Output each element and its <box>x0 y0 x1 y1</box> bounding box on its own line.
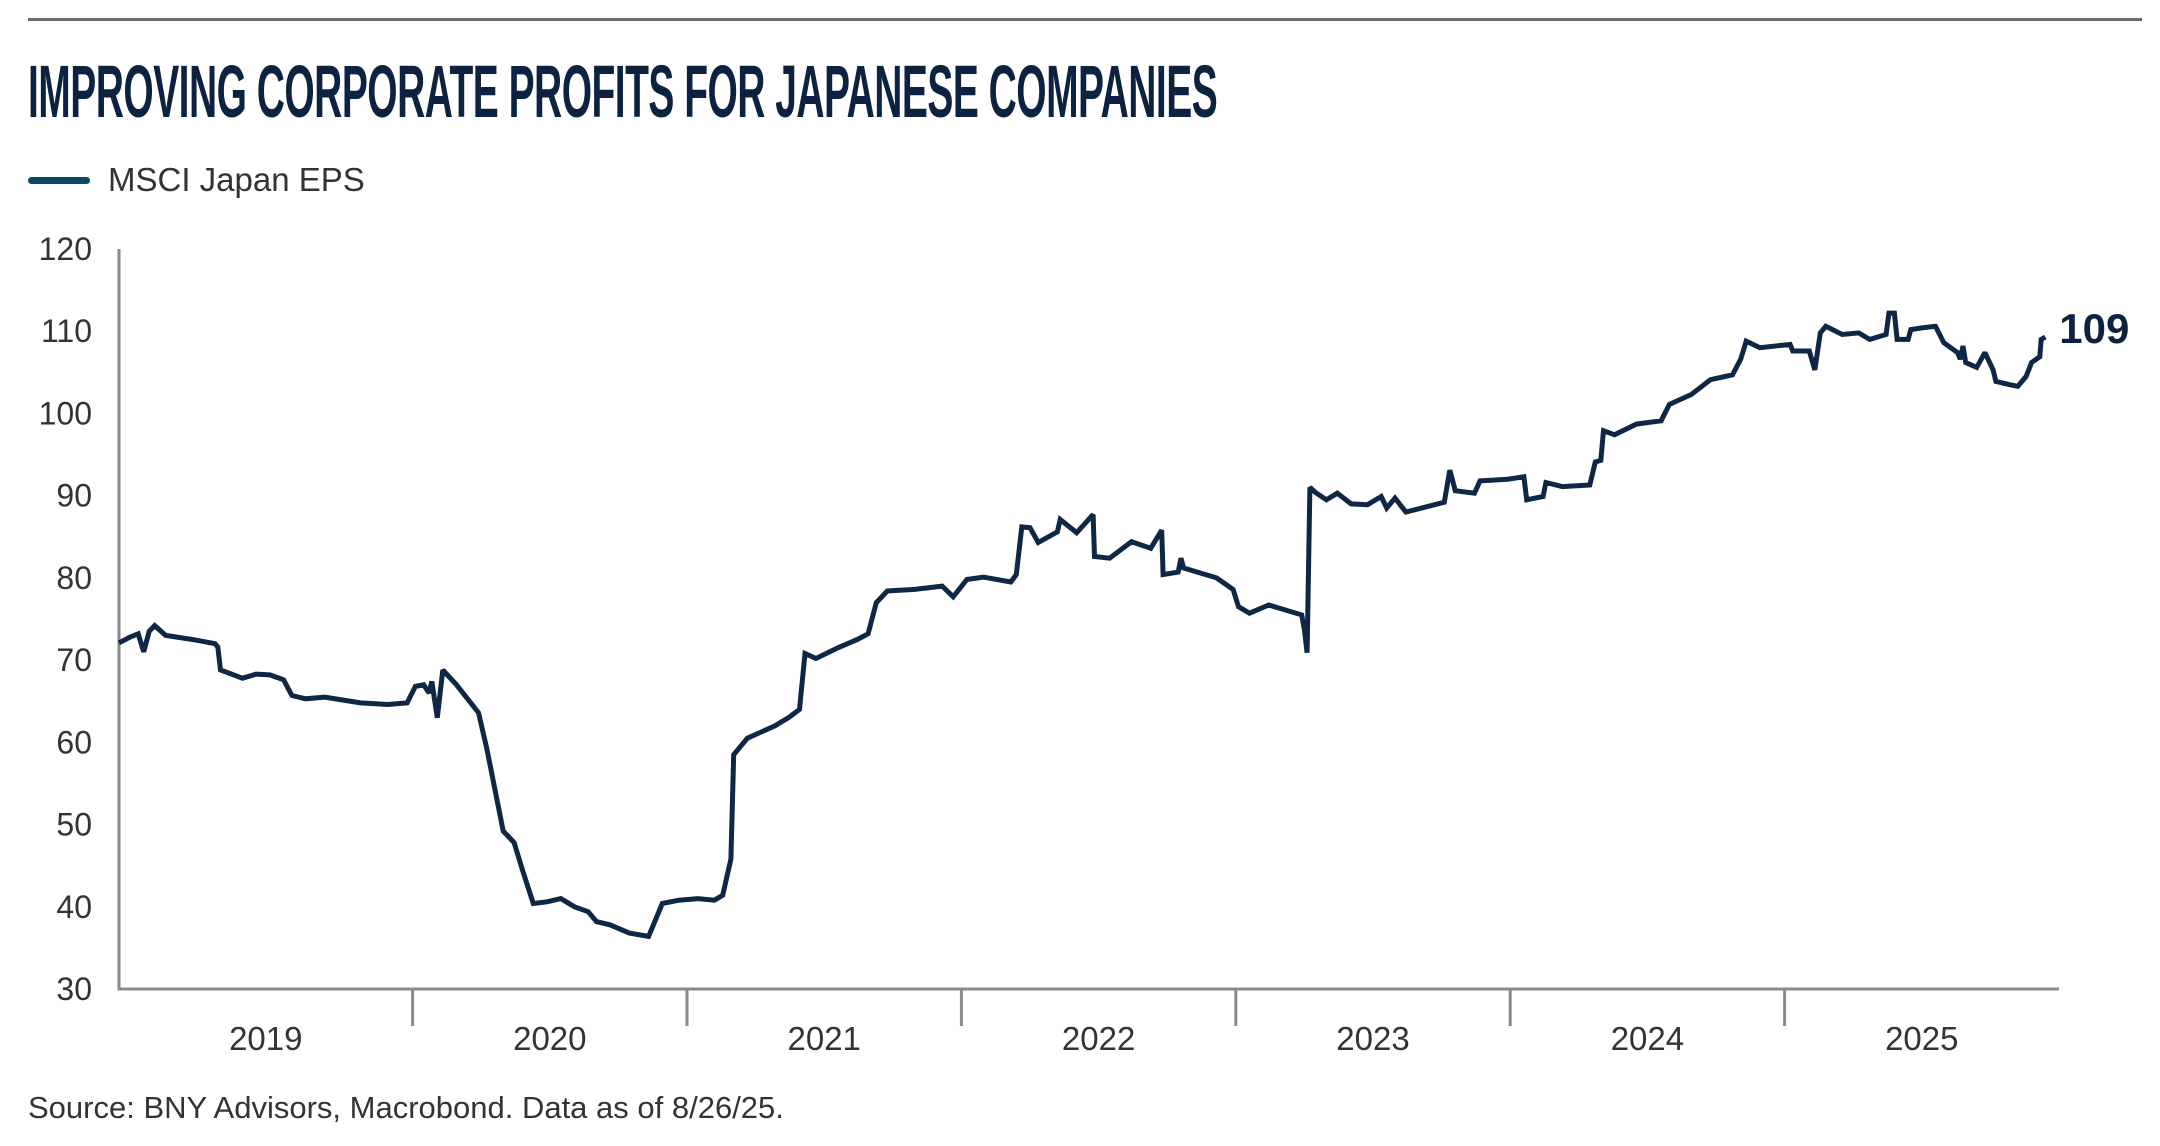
x-tick-label: 2019 <box>229 1020 302 1057</box>
y-tick-label: 110 <box>41 313 92 349</box>
x-tick-label: 2020 <box>513 1020 586 1057</box>
chart-title-container: IMPROVING CORPORATE PROFITS FOR JAPANESE… <box>28 52 2160 132</box>
chart-title: IMPROVING CORPORATE PROFITS FOR JAPANESE… <box>28 50 1218 133</box>
x-tick-label: 2022 <box>1062 1020 1135 1057</box>
source-note: Source: BNY Advisors, Macrobond. Data as… <box>28 1090 784 1125</box>
y-tick-label: 70 <box>56 642 92 678</box>
x-axis-labels: 2019 2020 2021 2022 2023 2024 2025 <box>229 1020 1958 1057</box>
end-value-label: 109 <box>2059 305 2129 352</box>
legend-label-msci-japan-eps: MSCI Japan EPS <box>108 161 365 198</box>
y-axis-labels: 30 40 50 60 70 80 90 100 110 120 <box>39 231 92 1007</box>
legend-swatch-msci-japan-eps <box>28 176 90 184</box>
x-tick-label: 2025 <box>1885 1020 1958 1057</box>
y-tick-label: 40 <box>56 889 92 925</box>
top-rule-divider <box>28 18 2142 21</box>
y-tick-label: 30 <box>56 971 92 1007</box>
y-tick-label: 90 <box>56 478 92 514</box>
y-tick-label: 50 <box>56 807 92 843</box>
y-tick-label: 120 <box>39 231 92 267</box>
x-tick-label: 2023 <box>1336 1020 1409 1057</box>
x-tick-label: 2021 <box>787 1020 860 1057</box>
x-tick-label: 2024 <box>1611 1020 1684 1057</box>
series-line-msci-japan-eps <box>117 310 2047 940</box>
series-layer <box>117 310 2047 940</box>
x-axis-ticks <box>411 989 1787 1026</box>
y-tick-label: 80 <box>56 560 92 596</box>
legend: MSCI Japan EPS <box>28 160 365 200</box>
y-tick-label: 100 <box>39 395 92 431</box>
y-tick-label: 60 <box>56 724 92 760</box>
